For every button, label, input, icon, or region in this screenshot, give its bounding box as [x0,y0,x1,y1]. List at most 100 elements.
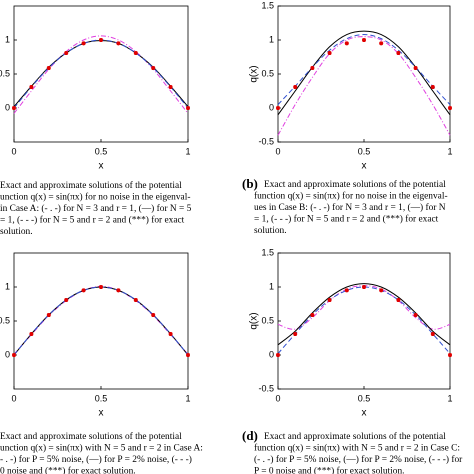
exact-marker [413,313,418,318]
caption-line: ues in Case B: (- . -) for N = 3 and r =… [254,202,446,213]
x-tick-label: 0.5 [95,146,108,156]
caption-line: Exact and approximate solutions of the p… [264,431,446,442]
exact-marker [362,38,366,42]
caption-line: Exact and approximate solutions of the p… [264,179,446,190]
exact-marker [186,106,190,110]
series-line [13,35,189,114]
y-tick-label: 1 [269,281,274,291]
exact-marker [310,313,315,318]
x-tick-label: 1 [447,393,452,403]
x-axis-label: x [362,161,367,172]
caption-label: (d) [242,428,258,443]
exact-marker [12,353,16,357]
exact-marker [116,41,121,46]
exact-marker [276,353,280,357]
exact-marker [168,331,173,336]
x-axis-label: x [99,161,104,172]
exact-marker [362,285,366,289]
y-tick-label: 1 [5,281,10,291]
series-line [13,39,189,109]
y-tick-label: 1 [269,34,274,44]
x-tick-label: 1 [185,146,190,156]
caption-line: solution. [254,226,287,236]
y-tick-label: 0.5 [0,315,10,325]
series-line [13,285,189,355]
exact-marker [116,288,121,293]
caption-line: Exact and approximate solutions of the p… [0,180,182,191]
series-line [277,36,451,136]
exact-marker [151,313,156,318]
plot-frame [277,5,451,143]
exact-marker [186,353,190,357]
exact-marker [327,50,332,55]
exact-marker [293,84,298,89]
exact-marker [64,297,69,302]
exact-marker [29,84,34,89]
caption-line: = 1, (- - -) for N = 5 and r = 2 and (**… [0,215,185,226]
exact-marker [448,106,452,110]
x-tick-label: 0.5 [358,146,371,156]
x-axis-label: x [362,408,367,419]
exact-marker [448,353,452,357]
y-axis-label: q(x) [249,65,260,82]
caption-line: P = 0 noise and (***) for exact solution… [254,466,405,474]
exact-marker [327,297,332,302]
y-tick-label: 0.5 [261,315,274,325]
exact-marker [379,41,384,46]
exact-marker [396,50,401,55]
y-tick-label: 0.5 [261,68,274,78]
plot-frame [277,252,451,390]
exact-marker [29,331,34,336]
exact-marker [276,106,280,110]
exact-marker [99,38,103,42]
exact-marker [430,84,435,89]
exact-marker [64,50,69,55]
y-tick-label: 1.5 [261,0,274,10]
y-tick-label: 1.5 [261,247,274,257]
series-line [277,283,451,346]
x-tick-label: 0.5 [95,393,108,403]
y-axis-label: q(x) [249,312,260,329]
caption-line: Exact and approximate solutions of the p… [0,431,182,442]
series-line [13,286,189,356]
exact-marker [310,66,315,71]
exact-marker [379,288,384,293]
caption-line: = 1, (- - -) for N = 5 and r = 2 and (**… [254,214,439,225]
exact-marker [151,66,156,71]
exact-marker [413,66,418,71]
y-tick-label: -0.5 [258,383,274,393]
x-tick-label: 0 [275,146,280,156]
y-tick-label: 0 [269,102,274,112]
plot-frame [13,5,189,143]
exact-marker [430,331,435,336]
y-tick-label: 0 [5,102,10,112]
series-line [277,30,451,116]
exact-marker [46,66,51,71]
series-line [277,286,451,354]
exact-marker [344,288,349,293]
exact-marker [99,285,103,289]
exact-marker [133,297,138,302]
caption-line: in Case A: (- . -) for N = 3 and r = 1, … [0,203,192,214]
x-tick-label: 0 [11,146,16,156]
series-line [13,286,189,356]
exact-marker [168,84,173,89]
x-tick-label: 1 [447,146,452,156]
caption-line: unction q(x) = sin(πx) with N = 5 and r … [0,443,203,454]
exact-marker [81,288,86,293]
y-tick-label: -0.5 [258,136,274,146]
exact-marker [344,41,349,46]
caption-line: function q(x) = sin(πx) with N = 5 and r… [254,443,460,454]
x-axis-label: x [99,408,104,419]
exact-marker [81,41,86,46]
series-line [277,34,451,105]
y-tick-label: 1 [5,34,10,44]
caption-line: 0 noise and (***) for exact solution. [0,466,136,474]
y-tick-label: 0 [269,349,274,359]
y-tick-label: 0 [5,349,10,359]
caption-line: function q(x) = sin(πx) for no noise in … [254,191,448,202]
plot-frame [13,252,189,390]
caption-line: - . -) for P = 5% noise, (—) for P = 2% … [0,454,192,465]
exact-marker [396,297,401,302]
y-tick-label: 0.5 [0,68,10,78]
